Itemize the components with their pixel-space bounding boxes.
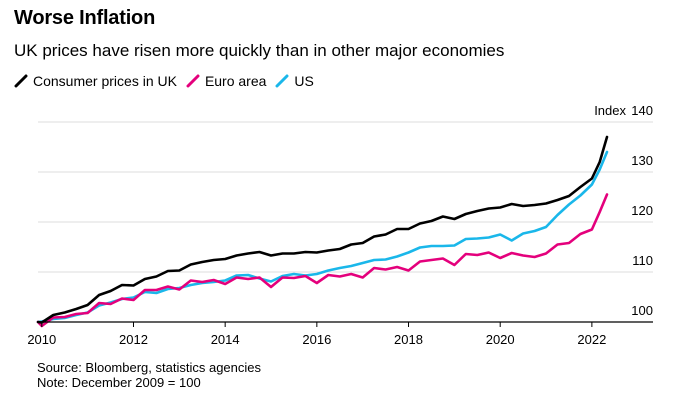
- y-unit-label: Index: [594, 103, 626, 118]
- y-tick-label-130: 130: [631, 153, 653, 168]
- x-tick-label-2016: 2016: [302, 332, 331, 347]
- index-note: Note: December 2009 = 100: [37, 375, 201, 390]
- y-tick-label-140: 140: [631, 103, 653, 118]
- x-tick-label-2012: 2012: [119, 332, 148, 347]
- chart-footer: Source: Bloomberg, statistics agencies N…: [37, 360, 261, 390]
- x-tick-label-2014: 2014: [211, 332, 240, 347]
- y-tick-label-100: 100: [631, 303, 653, 318]
- x-tick-label-2018: 2018: [394, 332, 423, 347]
- series-line-euro: [36, 193, 609, 328]
- y-tick-label-120: 120: [631, 203, 653, 218]
- legend-label-euro: Euro area: [204, 73, 267, 89]
- chart-subtitle: UK prices have risen more quickly than i…: [14, 41, 505, 60]
- x-tick-label-2020: 2020: [486, 332, 515, 347]
- legend-swatch-us: [275, 74, 289, 88]
- legend-label-uk: Consumer prices in UK: [33, 73, 177, 89]
- source-note: Source: Bloomberg, statistics agencies: [37, 360, 261, 375]
- legend-item-us: US: [275, 73, 314, 89]
- legend-swatch-uk: [14, 74, 28, 88]
- x-tick-label-2010: 2010: [27, 332, 56, 347]
- y-tick-label-110: 110: [632, 253, 653, 268]
- legend: Consumer prices in UK Euro area US: [14, 73, 323, 89]
- legend-swatch-euro: [186, 74, 200, 88]
- series-line-uk: [36, 135, 609, 324]
- legend-item-euro: Euro area: [186, 73, 266, 89]
- legend-item-uk: Consumer prices in UK: [14, 73, 177, 89]
- legend-label-us: US: [294, 73, 314, 89]
- chart-title: Worse Inflation: [14, 7, 156, 29]
- series-line-us: [36, 150, 609, 324]
- x-tick-label-2022: 2022: [577, 332, 606, 347]
